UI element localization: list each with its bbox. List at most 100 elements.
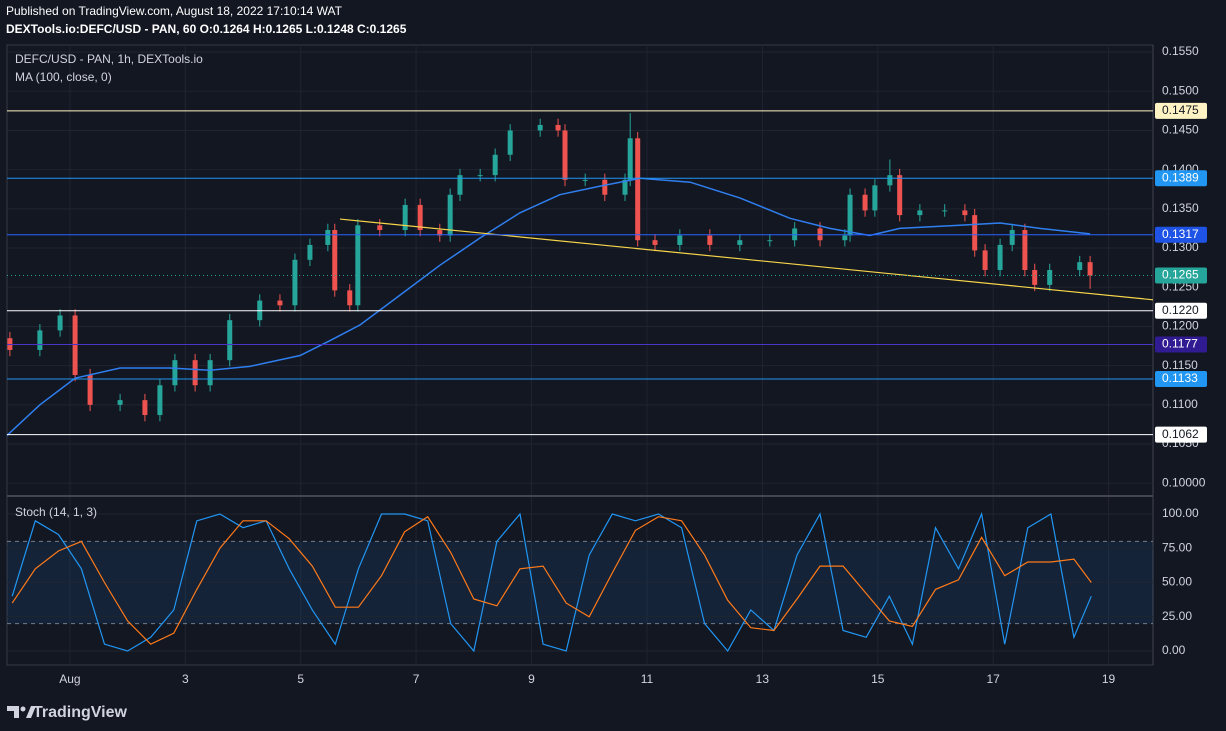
x-tick-label: 3 xyxy=(182,672,189,686)
candle-body xyxy=(677,235,683,245)
candle-body xyxy=(652,240,658,245)
candle-body xyxy=(402,204,408,231)
x-tick-label: Aug xyxy=(59,672,80,686)
candle-body xyxy=(72,315,78,376)
level-label: 0.1220 xyxy=(1162,303,1199,317)
candle-body xyxy=(635,138,641,241)
candle-body xyxy=(325,230,331,245)
candle-body xyxy=(437,230,443,236)
level-label: 0.1133 xyxy=(1162,371,1198,385)
x-tick-label: 19 xyxy=(1102,672,1116,686)
candle-body xyxy=(862,194,868,211)
candle-body xyxy=(917,210,923,216)
candle-body xyxy=(332,230,338,291)
level-label-bg xyxy=(1155,336,1207,353)
level-label: 0.1317 xyxy=(1162,227,1199,241)
logo-mark xyxy=(26,706,36,718)
candle-body xyxy=(997,244,1003,270)
level-label: 0.1177 xyxy=(1162,337,1198,351)
x-tick-label: 7 xyxy=(413,672,420,686)
level-label: 0.1265 xyxy=(1162,268,1199,282)
candle-body xyxy=(582,179,588,181)
y-tick-label: 25.00 xyxy=(1162,609,1192,623)
candle-body xyxy=(157,385,163,416)
level-label-bg xyxy=(1155,267,1207,284)
x-tick-label: 13 xyxy=(756,672,770,686)
level-label-bg xyxy=(1155,170,1207,187)
candle-body xyxy=(277,300,283,306)
candle-body xyxy=(627,138,633,180)
candle-body xyxy=(417,204,423,231)
candle-body xyxy=(602,179,608,195)
y-tick-label: 0.1550 xyxy=(1162,44,1199,58)
candle-body xyxy=(1032,270,1038,285)
level-label-bg xyxy=(1155,426,1207,443)
axes: 0.15500.15000.14500.14000.13500.13000.12… xyxy=(59,44,1207,686)
candle-body xyxy=(207,360,213,386)
candle-body xyxy=(562,130,568,180)
candle-body xyxy=(942,210,948,212)
candle-body xyxy=(447,194,453,236)
chart-title: DEFC/USD - PAN, 1h, DEXTools.io xyxy=(15,52,203,66)
candle-body xyxy=(1077,262,1083,270)
moving-average xyxy=(6,177,1091,436)
brand: TradingView xyxy=(33,704,128,721)
level-label: 0.1389 xyxy=(1162,170,1199,184)
candle-body xyxy=(87,375,93,405)
level-label-bg xyxy=(1155,302,1207,319)
candle-body xyxy=(457,175,463,195)
x-tick-label: 11 xyxy=(641,672,654,686)
trendline xyxy=(339,218,1154,301)
main-pane: MA (100, close, 0) DEFC/USD - PAN, 1h, DE… xyxy=(6,45,1154,495)
stoch-line xyxy=(11,515,1092,645)
candle-body xyxy=(847,194,853,236)
candle-body xyxy=(492,154,498,176)
candle-body xyxy=(377,225,383,231)
candle-body xyxy=(355,225,361,306)
candle-body xyxy=(767,240,773,242)
y-tick-label: 50.00 xyxy=(1162,575,1192,589)
candle-body xyxy=(897,175,903,216)
candle-body xyxy=(1009,230,1015,245)
level-label: 0.1475 xyxy=(1162,103,1199,117)
candle-body xyxy=(737,240,743,245)
x-tick-label: 5 xyxy=(297,672,304,686)
y-tick-label: 75.00 xyxy=(1162,540,1192,554)
candle-body xyxy=(1022,230,1028,270)
candle-body xyxy=(117,400,123,405)
candle-body xyxy=(192,360,198,386)
candle-body xyxy=(537,124,543,131)
candle-body xyxy=(707,235,713,245)
level-label-bg xyxy=(1155,102,1207,119)
y-tick-label: 0.1150 xyxy=(1162,358,1198,372)
candle-body xyxy=(347,290,353,306)
candle-body xyxy=(982,250,988,270)
legend-entry: MA (100, close, 0) xyxy=(15,70,112,84)
candle-body xyxy=(1087,262,1093,276)
level-label-bg xyxy=(1155,226,1207,243)
candle-body xyxy=(57,315,63,331)
level-label-bg xyxy=(1155,370,1207,387)
y-tick-label: 0.1500 xyxy=(1162,83,1199,97)
candle-body xyxy=(555,124,561,131)
symbol-line: DEXTools.io:DEFC/USD - PAN, 60 O:0.1264 … xyxy=(6,22,407,36)
x-tick-label: 9 xyxy=(528,672,535,686)
candle-body xyxy=(307,244,313,260)
stoch-pane: Stoch (14, 1, 3) xyxy=(7,497,1153,665)
y-tick-label: 0.1200 xyxy=(1162,319,1199,333)
candle-body xyxy=(477,175,483,177)
y-tick-label: 0.1350 xyxy=(1162,201,1199,215)
stoch-line xyxy=(11,511,1092,653)
candle-body xyxy=(872,185,878,211)
candle-body xyxy=(842,235,848,241)
candle-body xyxy=(972,215,978,251)
candle-body xyxy=(292,259,298,306)
y-tick-label: 0.1100 xyxy=(1162,397,1198,411)
tradingview-logo: TradingView xyxy=(7,704,128,721)
candle-body xyxy=(887,175,893,186)
y-tick-label: 0.10000 xyxy=(1162,475,1206,489)
candle-body xyxy=(622,179,628,195)
y-tick-label: 0.00 xyxy=(1162,643,1186,657)
